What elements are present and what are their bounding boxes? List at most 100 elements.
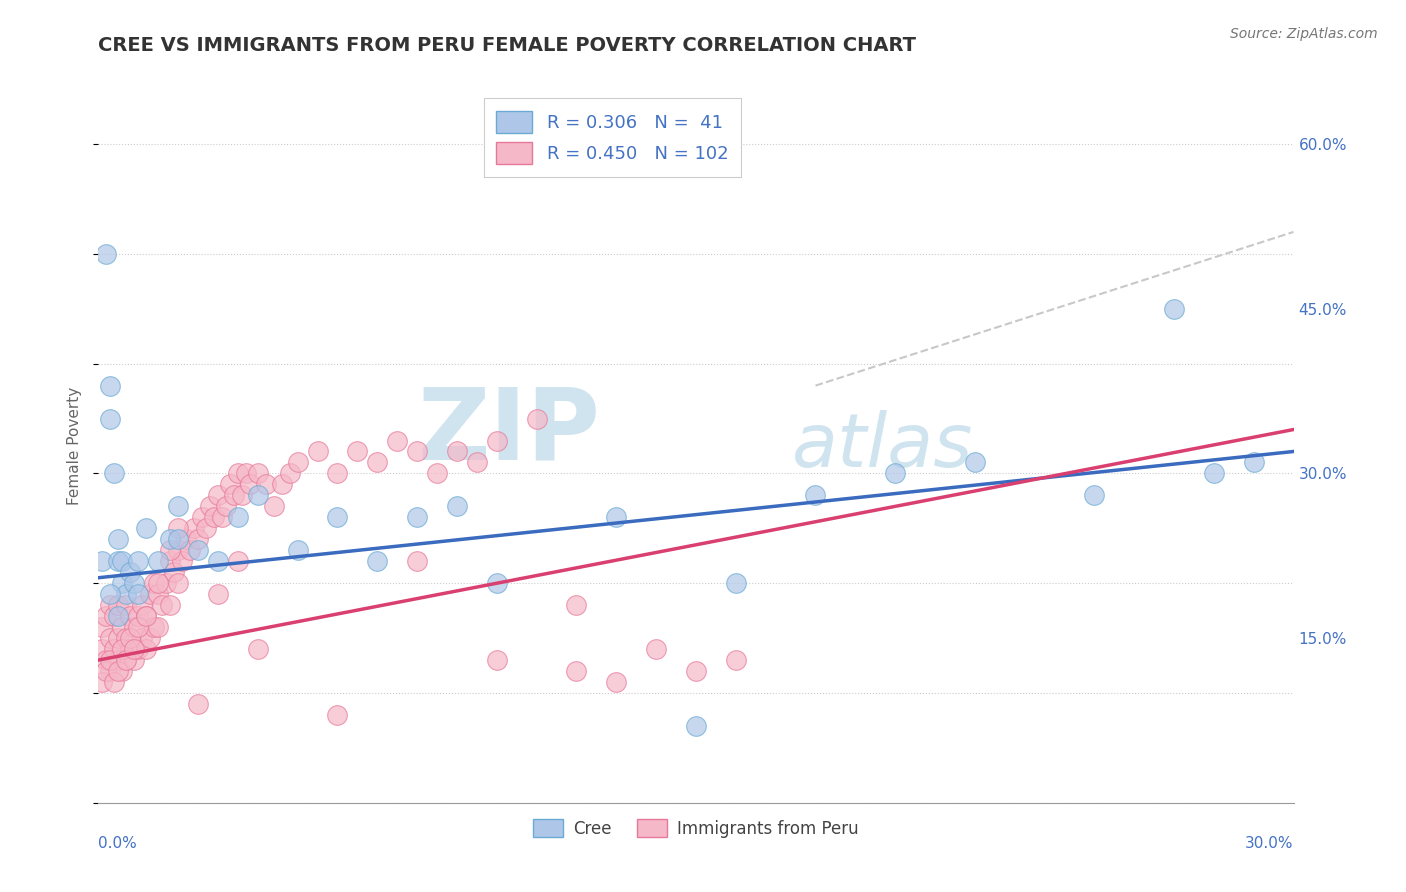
Point <box>120 642 142 657</box>
Point <box>605 675 627 690</box>
Point <box>103 642 125 657</box>
Point <box>724 576 747 591</box>
Point <box>98 378 122 392</box>
Point <box>263 500 285 514</box>
Text: 0.0%: 0.0% <box>98 836 138 851</box>
Point <box>211 510 233 524</box>
Point <box>446 444 468 458</box>
Point <box>111 620 134 634</box>
Point <box>127 620 149 634</box>
Legend: Cree, Immigrants from Peru: Cree, Immigrants from Peru <box>527 813 865 845</box>
Point <box>159 543 181 558</box>
Point <box>526 411 548 425</box>
Point <box>127 554 149 568</box>
Text: Source: ZipAtlas.com: Source: ZipAtlas.com <box>1230 27 1378 41</box>
Point <box>1243 455 1265 469</box>
Point <box>124 642 146 657</box>
Point <box>124 620 146 634</box>
Point <box>226 467 249 481</box>
Point <box>406 554 429 568</box>
Point <box>254 477 277 491</box>
Point <box>366 455 388 469</box>
Point <box>605 510 627 524</box>
Point <box>131 631 153 645</box>
Point <box>107 598 129 612</box>
Point <box>346 444 368 458</box>
Point <box>174 533 197 547</box>
Point <box>115 653 138 667</box>
Point <box>98 653 122 667</box>
Point <box>219 477 242 491</box>
Point <box>139 631 162 645</box>
Point <box>724 653 747 667</box>
Point <box>131 598 153 612</box>
Point <box>198 500 221 514</box>
Point <box>148 587 170 601</box>
Point <box>485 653 508 667</box>
Point <box>159 533 181 547</box>
Point <box>127 642 149 657</box>
Point <box>91 554 114 568</box>
Point <box>120 631 142 645</box>
Point <box>150 598 173 612</box>
Point <box>884 467 907 481</box>
Point <box>115 653 138 667</box>
Point <box>278 467 301 481</box>
Point <box>155 576 177 591</box>
Point <box>98 631 122 645</box>
Point <box>107 664 129 678</box>
Point <box>307 444 329 458</box>
Point <box>406 510 429 524</box>
Point <box>159 554 181 568</box>
Point <box>103 609 125 624</box>
Point <box>98 664 122 678</box>
Point <box>120 609 142 624</box>
Point <box>645 642 668 657</box>
Point <box>215 500 238 514</box>
Point <box>963 455 986 469</box>
Point <box>107 554 129 568</box>
Point <box>135 609 157 624</box>
Point <box>163 566 186 580</box>
Point <box>406 444 429 458</box>
Y-axis label: Female Poverty: Female Poverty <box>67 387 83 505</box>
Point <box>1083 488 1105 502</box>
Point <box>135 521 157 535</box>
Point <box>326 510 349 524</box>
Point <box>159 598 181 612</box>
Point <box>111 664 134 678</box>
Point <box>111 576 134 591</box>
Point <box>685 719 707 733</box>
Point <box>804 488 827 502</box>
Point <box>1202 467 1225 481</box>
Point <box>167 543 190 558</box>
Point <box>127 587 149 601</box>
Point <box>148 620 170 634</box>
Point <box>135 609 157 624</box>
Point <box>96 664 118 678</box>
Point <box>91 642 114 657</box>
Point <box>287 455 309 469</box>
Point <box>179 543 201 558</box>
Point <box>167 533 190 547</box>
Point <box>167 576 190 591</box>
Point <box>96 247 118 261</box>
Point <box>187 533 209 547</box>
Point <box>143 576 166 591</box>
Point <box>239 477 262 491</box>
Point <box>111 554 134 568</box>
Point <box>565 664 588 678</box>
Point <box>115 631 138 645</box>
Point <box>246 642 269 657</box>
Point <box>207 488 229 502</box>
Point <box>246 467 269 481</box>
Point <box>107 533 129 547</box>
Point <box>207 554 229 568</box>
Point <box>195 521 218 535</box>
Point <box>235 467 257 481</box>
Point <box>107 653 129 667</box>
Point <box>231 488 253 502</box>
Point <box>485 576 508 591</box>
Point <box>124 576 146 591</box>
Point <box>111 642 134 657</box>
